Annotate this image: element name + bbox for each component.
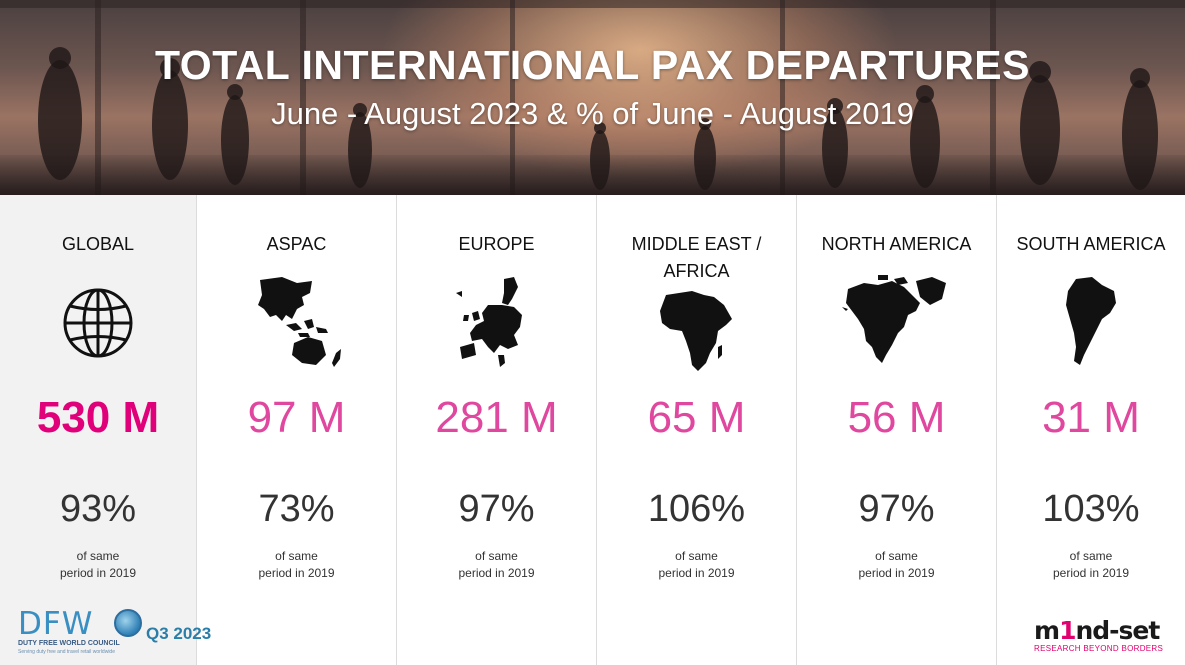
note-line: of same [1069, 549, 1113, 563]
africa-map-icon [659, 291, 732, 371]
recovery-percent: 93% [59, 488, 137, 530]
mindset-logo-highlight: 1 [1059, 616, 1076, 645]
floor-shadow [0, 155, 1185, 195]
note-line: of same [76, 549, 120, 563]
region-label-line: MIDDLE EAST / [631, 234, 762, 254]
mindset-logo-part: m [1034, 616, 1060, 645]
region-label: MIDDLE EAST / AFRICA [597, 231, 796, 285]
note-line: of same [275, 549, 318, 563]
departures-value: 530 M [36, 393, 160, 442]
note-line: period in 2019 [658, 566, 735, 580]
departures-value: 31 M [1042, 393, 1140, 442]
region-card-south-america: SOUTH AMERICA 31 M 103% of same period i… [997, 195, 1185, 665]
note-line: period in 2019 [1052, 566, 1130, 580]
recovery-note: of same period in 2019 [197, 548, 396, 582]
region-label: NORTH AMERICA [821, 234, 972, 254]
region-label-line: AFRICA [663, 261, 730, 281]
note-line: period in 2019 [858, 566, 935, 580]
page-subtitle: June - August 2023 & % of June - August … [271, 96, 914, 131]
departures-value: 281 M [435, 393, 558, 442]
globe-icon [63, 288, 133, 358]
recovery-note: of same period in 2019 [0, 548, 196, 582]
region-label: ASPAC [266, 234, 327, 254]
europe-map-icon [455, 277, 522, 367]
mindset-logo-part: nd-set [1075, 616, 1160, 645]
mindset-logo-wordmark: m1nd-set [1034, 616, 1160, 645]
region-card-aspac: ASPAC 97 M 73% of same period in 2019 [197, 195, 397, 665]
south-america-map-icon [1066, 277, 1116, 365]
note-line: period in 2019 [458, 566, 535, 580]
recovery-percent: 97% [458, 488, 535, 530]
region-card-middle-east-africa: MIDDLE EAST / AFRICA 65 M 106% of same p… [597, 195, 797, 665]
globe-orb-icon [114, 609, 142, 637]
mindset-logo: m1nd-set RESEARCH BEYOND BORDERS [1030, 612, 1180, 657]
note-line: period in 2019 [59, 566, 137, 580]
dfwc-logo-tagline: Serving duty free and travel retail worl… [18, 649, 115, 655]
region-label: GLOBAL [61, 234, 135, 254]
region-card-global: GLOBAL 530 M 93% of same period in 2019 [0, 195, 197, 665]
recovery-note: of same period in 2019 [397, 548, 596, 582]
recovery-percent: 103% [1042, 488, 1140, 530]
region-card-europe: EUROPE 281 M 97% of same period in 2019 [397, 195, 597, 665]
region-label: SOUTH AMERICA [1016, 234, 1166, 254]
page-title: TOTAL INTERNATIONAL PAX DEPARTURES [155, 42, 1030, 88]
header-banner: TOTAL INTERNATIONAL PAX DEPARTURES June … [0, 0, 1185, 195]
recovery-note: of same period in 2019 [797, 548, 996, 582]
note-line: of same [875, 549, 918, 563]
departures-value: 97 M [247, 393, 346, 442]
note-line: of same [675, 549, 718, 563]
north-america-map-icon [841, 275, 946, 363]
region-card-north-america: NORTH AMERICA 56 M 97% of same period in… [797, 195, 997, 665]
asia-pacific-map-icon [257, 277, 341, 367]
recovery-percent: 73% [258, 488, 335, 530]
region-columns: GLOBAL 530 M 93% of same period in 2019 … [0, 195, 1185, 665]
recovery-percent: 106% [647, 488, 746, 530]
note-line: period in 2019 [258, 566, 335, 580]
dfwc-logo-name: DUTY FREE WORLD COUNCIL [18, 640, 120, 647]
mindset-logo-tagline: RESEARCH BEYOND BORDERS [1034, 644, 1164, 653]
recovery-percent: 97% [858, 488, 935, 530]
departures-value: 65 M [647, 393, 746, 442]
recovery-note: of same period in 2019 [997, 548, 1185, 582]
note-line: of same [475, 549, 518, 563]
departures-value: 56 M [847, 393, 946, 442]
recovery-note: of same period in 2019 [597, 548, 796, 582]
dfwc-logo: DFW DUTY FREE WORLD COUNCIL Serving duty… [18, 606, 142, 658]
region-label: EUROPE [458, 234, 535, 254]
dfwc-logo-letters: DFW [18, 606, 94, 642]
quarter-label: Q3 2023 [146, 624, 212, 643]
